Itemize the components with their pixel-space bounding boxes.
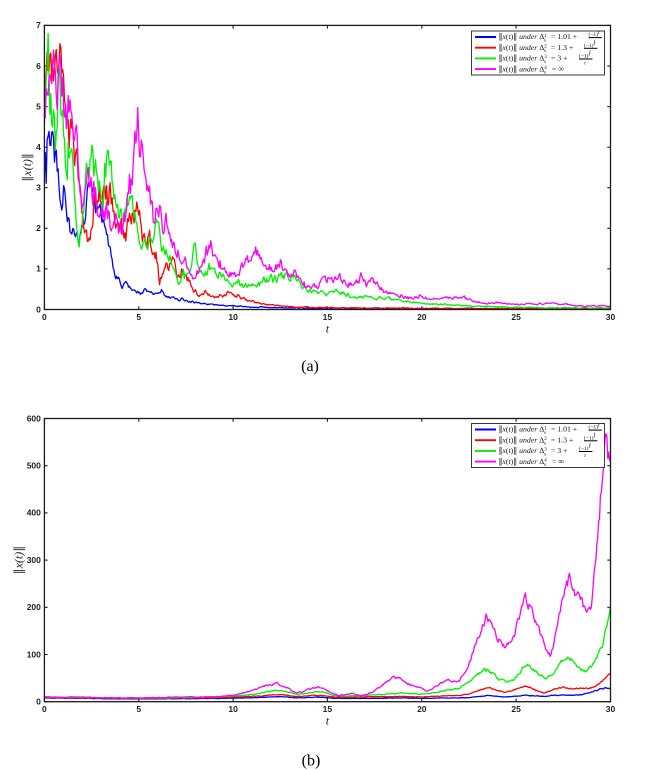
- svg-text:∥x(t)∥ under Δ3s = 3 +: ∥x(t)∥ under Δ3 s = 3 +: [499, 446, 569, 457]
- svg-text:0: 0: [42, 704, 47, 714]
- svg-text:200: 200: [27, 602, 41, 612]
- svg-text:∥x(t)∥ under Δ3s = 3 +: ∥x(t)∥ under Δ3 s = 3 +: [499, 54, 569, 65]
- svg-text:30: 30: [606, 312, 616, 322]
- svg-text:(b): (b): [302, 753, 321, 770]
- svg-text:t: t: [589, 50, 591, 56]
- svg-text:t: t: [584, 60, 586, 66]
- svg-text:t: t: [584, 453, 586, 459]
- svg-text:25: 25: [511, 704, 521, 714]
- svg-text:(−1): (−1): [584, 42, 594, 49]
- svg-text:4: 4: [36, 142, 41, 152]
- svg-text:25: 25: [511, 312, 521, 322]
- svg-text:2: 2: [36, 223, 41, 233]
- svg-text:3: 3: [36, 183, 41, 193]
- svg-text:t: t: [589, 52, 591, 58]
- svg-text:(−1): (−1): [589, 424, 599, 431]
- svg-text:10: 10: [228, 704, 238, 714]
- svg-text:0: 0: [36, 304, 41, 314]
- svg-text:(−1): (−1): [579, 445, 589, 452]
- svg-text:15: 15: [323, 312, 333, 322]
- svg-text:500: 500: [27, 461, 41, 471]
- svg-text:∥x(t)∥: ∥x(t)∥: [20, 153, 34, 182]
- svg-text:300: 300: [27, 555, 41, 565]
- svg-text:0: 0: [36, 697, 41, 707]
- svg-text:600: 600: [27, 413, 41, 423]
- svg-text:∥x(t)∥ under Δ2s = 1.3 +: ∥x(t)∥ under Δ2 s = 1.3 +: [499, 435, 574, 446]
- svg-text:400: 400: [27, 508, 41, 518]
- svg-text:1: 1: [36, 264, 41, 274]
- svg-text:30: 30: [606, 704, 616, 714]
- svg-text:∥x(t)∥: ∥x(t)∥: [11, 546, 25, 575]
- svg-text:0: 0: [42, 312, 47, 322]
- svg-text:t: t: [594, 39, 596, 45]
- svg-text:20: 20: [417, 312, 427, 322]
- svg-text:t: t: [594, 41, 596, 47]
- svg-text:20: 20: [417, 704, 427, 714]
- svg-text:∥x(t)∥ under Δ2s = 1.3 +: ∥x(t)∥ under Δ2 s = 1.3 +: [499, 43, 574, 54]
- svg-text:15: 15: [323, 704, 333, 714]
- svg-text:(a): (a): [301, 358, 319, 375]
- svg-text:t: t: [326, 714, 330, 728]
- svg-text:5: 5: [136, 704, 141, 714]
- svg-text:6: 6: [36, 61, 41, 71]
- svg-text:∥x(t)∥ under Δ1s = 1.01 +: ∥x(t)∥ under Δ1 s = 1.01 +: [499, 425, 578, 436]
- svg-text:(−1): (−1): [584, 434, 594, 441]
- svg-text:t: t: [594, 431, 596, 437]
- svg-text:t: t: [594, 433, 596, 439]
- svg-text:(−1): (−1): [579, 53, 589, 60]
- svg-text:∥x(t)∥ under Δ1s = 1.01 +: ∥x(t)∥ under Δ1 s = 1.01 +: [499, 32, 578, 43]
- svg-text:t: t: [326, 322, 330, 336]
- svg-text:5: 5: [136, 312, 141, 322]
- svg-text:(−1): (−1): [589, 31, 599, 38]
- svg-text:7: 7: [36, 20, 41, 30]
- svg-text:5: 5: [36, 101, 41, 111]
- svg-text:t: t: [589, 442, 591, 448]
- svg-text:10: 10: [228, 312, 238, 322]
- svg-text:t: t: [598, 423, 600, 429]
- svg-text:t: t: [589, 444, 591, 450]
- svg-text:t: t: [598, 30, 600, 36]
- svg-text:100: 100: [27, 649, 41, 659]
